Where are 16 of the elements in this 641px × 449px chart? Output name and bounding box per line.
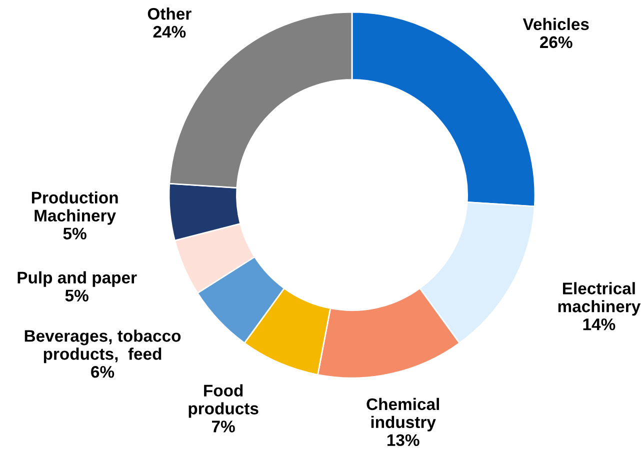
data-label: 13% bbox=[387, 434, 420, 446]
slice-label: Vehicles bbox=[522, 18, 589, 30]
data-label: 6% bbox=[91, 366, 114, 378]
slice-label: Food products bbox=[188, 384, 258, 418]
data-label: 5% bbox=[63, 228, 86, 240]
data-label: 5% bbox=[65, 290, 88, 302]
data-label: 26% bbox=[540, 36, 572, 48]
slice-label: Other bbox=[148, 8, 192, 20]
slice-label: Pulp and paper bbox=[18, 271, 137, 287]
slice-label: Beverages, tobacco products, feed bbox=[24, 330, 181, 364]
data-label: 14% bbox=[583, 318, 616, 330]
slice-label: Electrical machinery bbox=[558, 282, 641, 316]
slice-label: Production Machinery bbox=[32, 191, 118, 225]
data-label: 24% bbox=[153, 26, 186, 38]
data-label: 7% bbox=[212, 420, 235, 432]
slice-label: Chemical industry bbox=[366, 398, 439, 432]
